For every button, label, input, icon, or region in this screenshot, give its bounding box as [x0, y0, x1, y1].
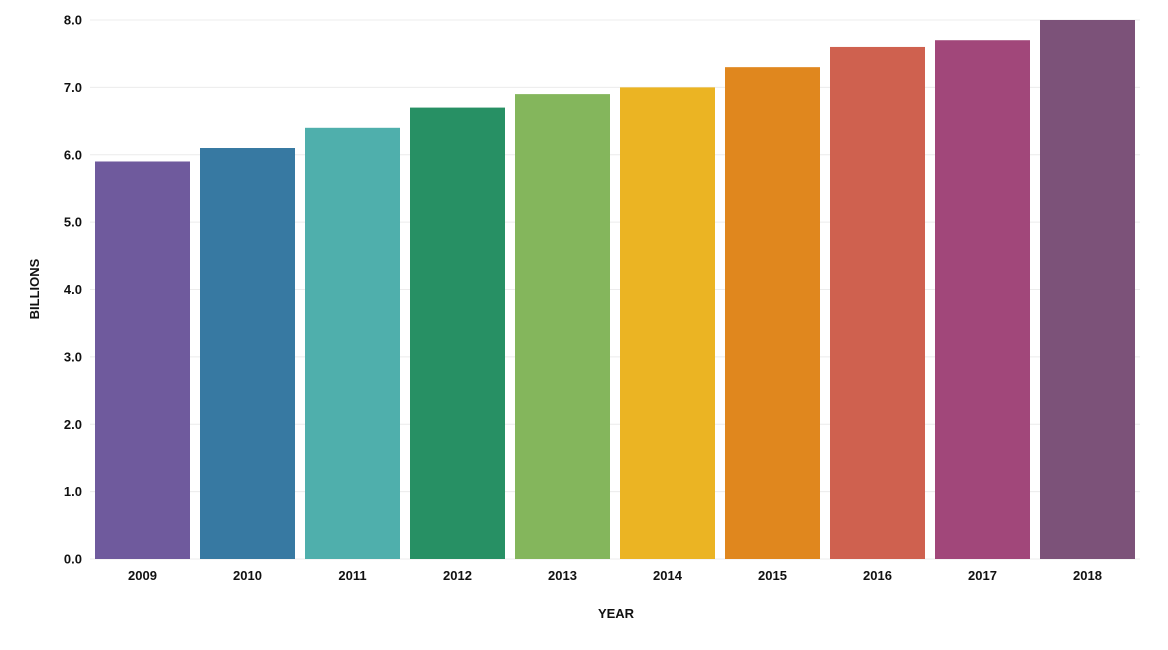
y-tick-label: 1.0: [64, 484, 82, 499]
x-tick-label: 2012: [443, 568, 472, 583]
x-tick-label: 2009: [128, 568, 157, 583]
bar-2015: [725, 67, 820, 559]
y-tick-label: 0.0: [64, 552, 82, 567]
bars: [95, 20, 1135, 560]
y-tick-label: 6.0: [64, 147, 82, 162]
bar-2014: [620, 87, 715, 559]
y-tick-label: 3.0: [64, 349, 82, 364]
x-tick-label: 2014: [653, 568, 683, 583]
bar-2010: [200, 148, 295, 559]
bar-2016: [830, 46, 925, 559]
y-tick-label: 7.0: [64, 80, 82, 95]
bar-2018: [1040, 20, 1135, 559]
x-tick-label: 2015: [758, 568, 787, 583]
x-tick-label: 2010: [233, 568, 262, 583]
bar-2009: [95, 161, 190, 560]
y-axis-ticks: 0.0 1.0 2.0 3.0 4.0 5.0 6.0 7.0 8.0: [64, 13, 82, 567]
y-axis-title: BILLIONS: [27, 258, 42, 319]
x-axis-ticks: 2009 2010 2011 2012 2013 2014 2015 2016 2017 2018: [128, 568, 1102, 583]
x-tick-label: 2017: [968, 568, 997, 583]
y-tick-label: 2.0: [64, 417, 82, 432]
x-tick-label: 2013: [548, 568, 577, 583]
bar-2012: [410, 107, 505, 560]
bar-2017: [935, 40, 1030, 559]
x-axis-title: YEAR: [598, 606, 635, 621]
bar-2011: [305, 127, 400, 560]
y-tick-label: 8.0: [64, 13, 82, 28]
x-tick-label: 2018: [1073, 568, 1102, 583]
bar-2013: [515, 94, 610, 560]
x-tick-label: 2011: [338, 568, 366, 583]
x-tick-label: 2016: [863, 568, 892, 583]
y-tick-label: 5.0: [64, 215, 82, 230]
y-tick-label: 4.0: [64, 282, 82, 297]
